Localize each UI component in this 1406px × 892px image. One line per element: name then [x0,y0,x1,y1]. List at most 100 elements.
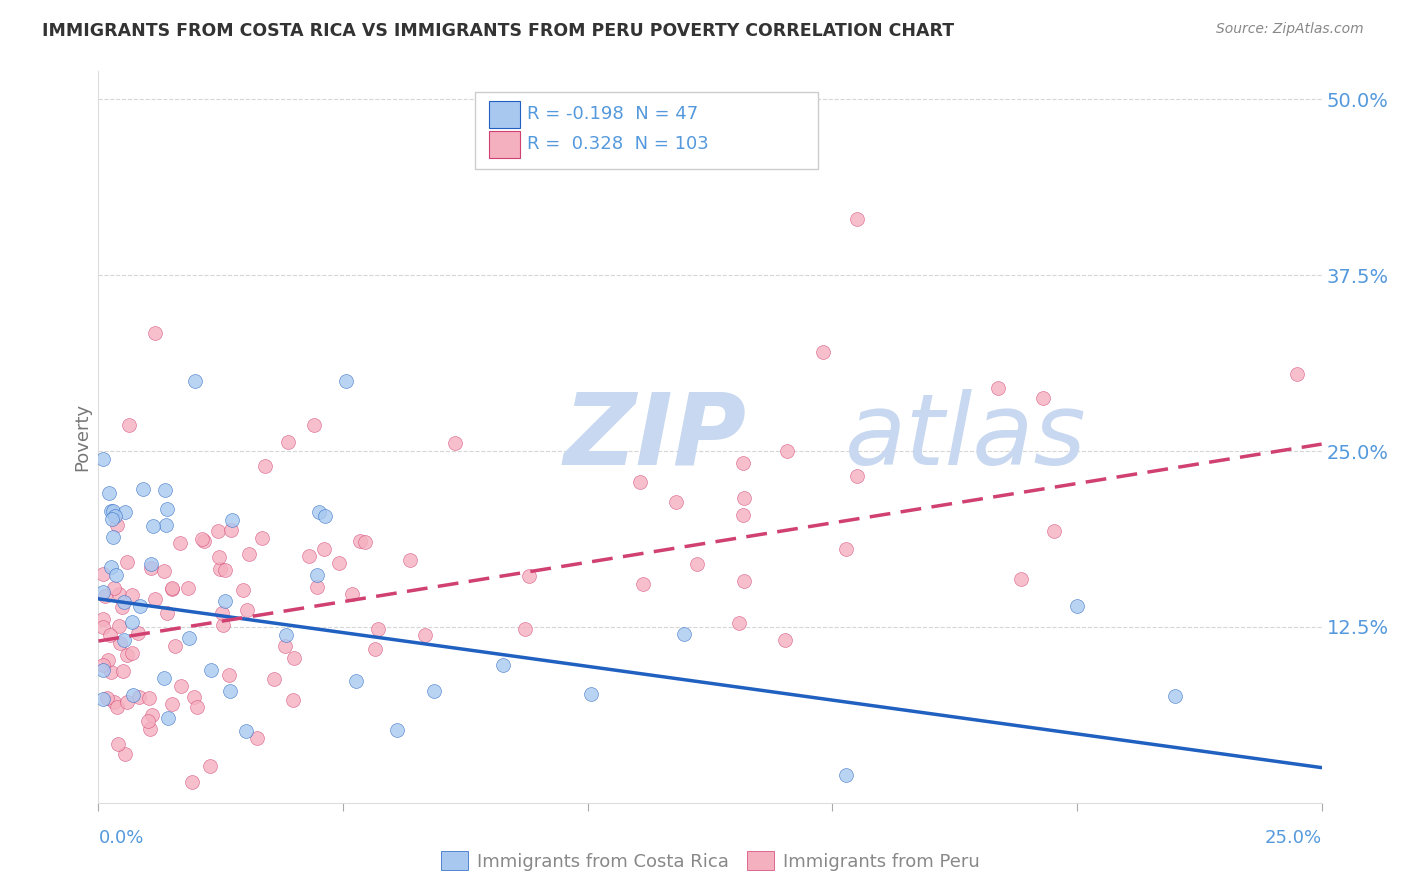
Point [165,639,187,653]
Point [107,699,129,714]
Point [273,640,295,654]
Point [513,622,536,636]
Point [103,504,125,518]
Point [315,509,337,524]
Point [115,648,138,663]
Point [121,588,143,602]
Point [733,491,755,506]
Point [186,700,208,714]
Point [169,536,191,550]
Point [236,603,259,617]
Point [328,556,350,570]
Point [91,620,114,634]
Point [98,486,121,500]
Point [103,581,125,595]
Text: 0.0%: 0.0% [98,829,143,847]
Point [108,636,131,650]
Point [141,707,163,722]
Point [728,616,751,631]
Point [121,615,143,630]
Point [340,587,363,601]
Point [96,690,118,705]
Point [208,549,231,564]
Point [253,458,276,473]
Text: 25.0%: 25.0% [1264,829,1322,847]
Point [160,697,183,711]
Point [156,501,179,516]
Legend: Immigrants from Costa Rica, Immigrants from Peru: Immigrants from Costa Rica, Immigrants f… [433,844,987,878]
Point [153,671,176,685]
Y-axis label: Poverty: Poverty [73,403,91,471]
Text: atlas: atlas [845,389,1087,485]
Point [103,695,125,709]
Point [579,687,602,701]
Point [1164,689,1187,703]
Point [845,212,868,227]
Text: Source: ZipAtlas.com: Source: ZipAtlas.com [1216,22,1364,37]
Point [633,576,655,591]
Point [835,542,858,557]
Point [177,631,200,645]
Point [155,483,177,497]
Point [235,724,257,739]
Point [776,444,799,458]
Point [207,524,229,538]
Text: R =  0.328  N = 103: R = 0.328 N = 103 [527,135,709,153]
Text: IMMIGRANTS FROM COSTA RICA VS IMMIGRANTS FROM PERU POVERTY CORRELATION CHART: IMMIGRANTS FROM COSTA RICA VS IMMIGRANTS… [42,22,955,40]
Point [283,650,305,665]
Point [733,574,755,588]
Point [107,587,129,601]
Point [184,374,207,388]
Point [101,512,124,526]
Point [733,456,755,470]
Point [112,595,135,609]
Point [160,582,183,596]
Point [132,482,155,496]
Point [156,711,179,725]
Point [238,547,260,561]
Point [114,505,136,519]
Point [214,563,236,577]
Point [263,672,285,686]
Point [143,592,166,607]
Point [112,632,135,647]
Point [1032,391,1054,405]
Point [305,568,328,582]
Point [354,535,377,549]
Point [312,542,335,557]
Point [835,768,858,782]
Point [138,690,160,705]
Point [1010,573,1032,587]
Point [1043,524,1066,538]
Point [91,566,114,581]
Point [200,663,222,677]
Point [176,582,198,596]
Point [105,518,128,533]
Point [155,518,177,533]
Point [112,665,135,679]
Point [129,599,152,613]
Point [100,560,122,574]
Point [193,534,215,549]
Point [218,684,240,698]
Point [91,584,114,599]
Point [775,633,797,648]
Point [91,657,114,672]
Point [91,612,114,626]
Point [399,552,422,566]
Point [93,452,115,467]
Point [104,568,127,582]
Point [101,530,124,544]
Point [367,623,389,637]
Point [100,504,122,518]
Point [128,690,150,705]
Point [250,531,273,545]
Point [142,518,165,533]
Point [246,731,269,746]
Point [219,524,242,538]
Point [200,759,222,773]
Point [672,626,695,640]
Point [138,722,160,736]
Point [104,508,127,523]
Point [208,562,231,576]
